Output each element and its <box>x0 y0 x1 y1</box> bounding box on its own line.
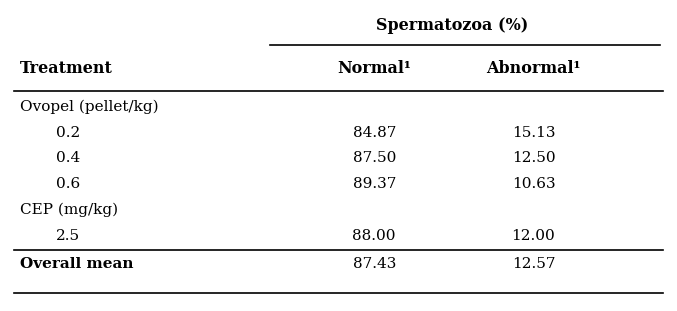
Text: Spermatozoa (%): Spermatozoa (%) <box>376 17 528 34</box>
Text: 89.37: 89.37 <box>353 177 396 191</box>
Text: Abnormal¹: Abnormal¹ <box>486 60 581 77</box>
Text: 2.5: 2.5 <box>56 229 80 243</box>
Text: 12.00: 12.00 <box>512 229 555 243</box>
Text: 12.50: 12.50 <box>512 151 555 165</box>
Text: 15.13: 15.13 <box>512 126 555 140</box>
Text: 12.57: 12.57 <box>512 258 555 272</box>
Text: Treatment: Treatment <box>20 60 113 77</box>
Text: Normal¹: Normal¹ <box>337 60 411 77</box>
Text: 0.4: 0.4 <box>56 151 80 165</box>
Text: 10.63: 10.63 <box>512 177 555 191</box>
Text: 84.87: 84.87 <box>353 126 396 140</box>
Text: 87.50: 87.50 <box>353 151 396 165</box>
Text: 0.2: 0.2 <box>56 126 80 140</box>
Text: 87.43: 87.43 <box>353 258 396 272</box>
Text: Overall mean: Overall mean <box>20 258 133 272</box>
Text: 88.00: 88.00 <box>353 229 396 243</box>
Text: CEP (mg/kg): CEP (mg/kg) <box>20 203 118 217</box>
Text: Ovopel (pellet/kg): Ovopel (pellet/kg) <box>20 100 158 114</box>
Text: 0.6: 0.6 <box>56 177 80 191</box>
